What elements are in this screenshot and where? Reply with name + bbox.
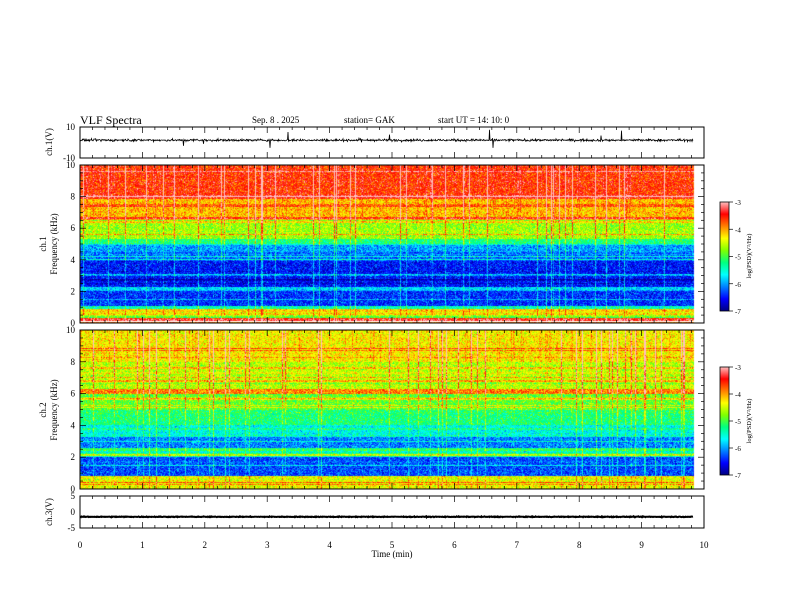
freq-tick-label-0: 0 [71,318,76,328]
freq-tick-label-2: 2 [71,286,76,296]
ch2-colorbar-gradient [720,367,729,475]
time-tick-label-9: 9 [639,540,644,550]
colorbar-tick-label--3: -3 [735,199,741,207]
ch3-waveform-panel: 5 0 -5 ch.3(V) [44,491,705,533]
ch1-spectrogram-ylabel-frequency: Frequency (kHz) [49,213,59,274]
station-label: station= GAK [344,115,395,125]
ch2-spectrogram-image-holder [80,330,704,489]
ch1-colorbar-gradient [720,202,729,311]
ch2-spectrogram-ylabel-frequency: Frequency (kHz) [49,379,59,440]
ch2-colorbar-label: log(PSD)(V²/Hz) [746,399,753,444]
colorbar-tick-label--3: -3 [735,364,741,372]
freq-tick-label-10: 10 [66,160,76,170]
time-tick-label-2: 2 [203,540,208,550]
ch1-spectrogram-panel: 0 2 4 6 8 10 ch.1 Frequency (kHz) [38,160,705,328]
ch1-ytick-bottom: -10 [63,153,75,163]
freq-tick-label-4: 4 [71,420,76,430]
ch3-waveform-trace [79,514,694,520]
time-tick-label-6: 6 [452,540,457,550]
start-time-label: start UT = 14: 10: 0 [438,115,510,125]
ch1-spectrogram-image-holder [80,165,704,323]
time-axis-ticks [79,127,705,528]
ch1-waveform-panel: 10 -10 ch.1(V) [44,122,705,163]
ch3-ytick-middle: 0 [71,507,76,517]
ch3-waveform-ylabel: ch.3(V) [44,498,54,526]
freq-tick-label-0: 0 [71,484,76,494]
ch2-colorbar-gradient-holder [720,367,729,475]
time-tick-label-8: 8 [577,540,582,550]
ch1-colorbar: -3 -4 -5 -6 -7 log(PSD)(V²/Hz) [719,199,753,316]
time-tick-label-4: 4 [327,540,332,550]
ch1-spectrogram-image [80,165,704,323]
ch2-colorbar: -3 -4 -5 -6 -7 log(PSD)(V²/Hz) [719,364,753,480]
freq-tick-label-2: 2 [71,452,76,462]
colorbar-tick-label--6: -6 [735,281,741,289]
time-tick-label-7: 7 [515,540,520,550]
ch3-ytick-bottom: -5 [68,523,76,533]
colorbar-tick-label--7: -7 [735,308,741,316]
freq-tick-label-6: 6 [71,223,76,233]
freq-tick-label-4: 4 [71,255,76,265]
time-axis-label: Time (min) [372,549,413,559]
ch1-colorbar-label: log(PSD)(V²/Hz) [746,234,753,279]
freq-tick-label-8: 8 [71,192,76,202]
ch1-waveform-ylabel: ch.1(V) [44,128,54,156]
ch2-spectrogram-image [80,330,704,489]
colorbar-tick-label--6: -6 [735,445,741,453]
freq-tick-label-6: 6 [71,389,76,399]
colorbar-tick-label--5: -5 [735,254,741,262]
figure-title: VLF Spectra [80,113,142,127]
freq-tick-label-8: 8 [71,357,76,367]
ch1-ytick-top: 10 [66,122,76,132]
ch1-waveform-trace [79,129,694,148]
ch2-spectrogram-panel: 0 2 4 6 8 10 ch.2 Frequency (kHz) [38,325,705,494]
colorbar-tick-label--7: -7 [735,472,741,480]
colorbar-tick-label--4: -4 [735,226,741,234]
time-tick-label-10: 10 [700,540,710,550]
time-tick-label-0: 0 [78,540,83,550]
time-axis-tick-labels: 0 1 2 3 4 5 6 7 8 9 10 [78,540,709,550]
time-tick-label-3: 3 [265,540,270,550]
colorbar-tick-label--5: -5 [735,418,741,426]
ch2-spectrogram-ylabel-channel: ch.2 [38,402,48,417]
colorbar-tick-label--4: -4 [735,391,741,399]
time-tick-label-1: 1 [140,540,145,550]
ch3-ytick-top: 5 [71,491,76,501]
ch1-colorbar-gradient-holder [720,202,729,311]
ch1-spectrogram-ylabel-channel: ch.1 [38,236,48,251]
time-tick-label-5: 5 [390,540,395,550]
date-label: Sep. 8 . 2025 [252,115,300,125]
freq-tick-label-10: 10 [66,325,76,335]
